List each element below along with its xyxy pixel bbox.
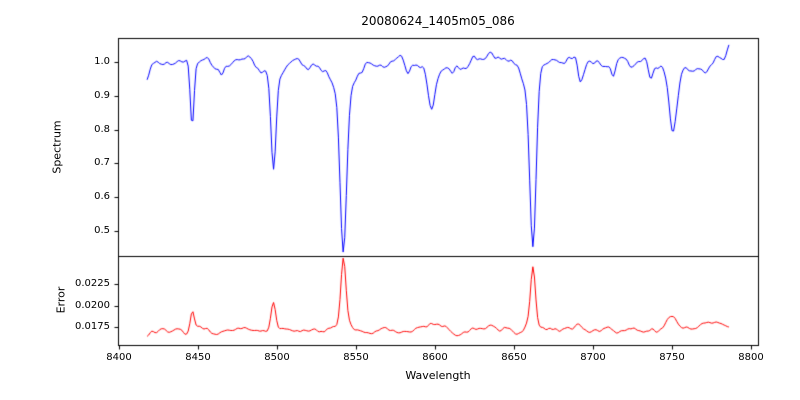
y-tick-label: 1.0 bbox=[94, 56, 110, 67]
x-tick-label: 8400 bbox=[106, 352, 132, 363]
y-tick-label: 0.6 bbox=[94, 191, 110, 202]
x-tick-label: 8500 bbox=[264, 352, 290, 363]
y-tick-label: 0.0225 bbox=[75, 278, 110, 289]
x-tick-label: 8700 bbox=[580, 352, 606, 363]
x-tick-label: 8750 bbox=[659, 352, 685, 363]
x-axis-label: Wavelength bbox=[405, 369, 471, 382]
x-tick-label: 8550 bbox=[343, 352, 369, 363]
y-tick-label: 0.0200 bbox=[75, 300, 110, 311]
y-tick-label: 0.5 bbox=[94, 225, 110, 236]
y-tick-label: 0.7 bbox=[94, 157, 110, 168]
y-tick-label: 0.0175 bbox=[75, 321, 110, 332]
x-tick-label: 8600 bbox=[422, 352, 448, 363]
x-tick-label: 8450 bbox=[185, 352, 211, 363]
y-tick-label: 0.8 bbox=[94, 124, 110, 135]
x-tick-label: 8650 bbox=[501, 352, 527, 363]
chart-title: 20080624_1405m05_086 bbox=[361, 14, 515, 28]
y-tick-label: 0.9 bbox=[94, 90, 110, 101]
x-tick-label: 8800 bbox=[738, 352, 764, 363]
